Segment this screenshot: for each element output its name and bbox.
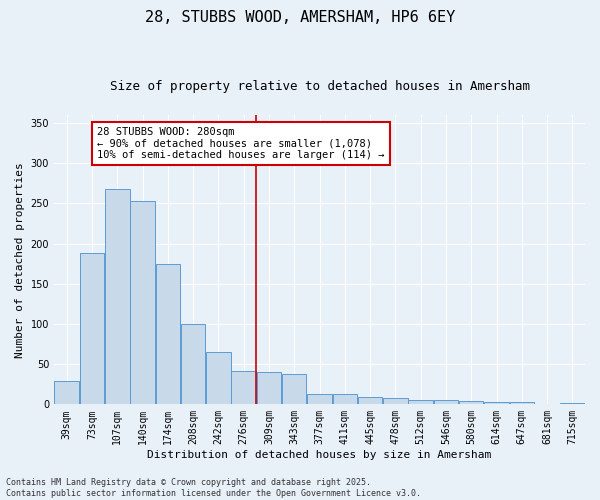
Bar	[409, 400, 433, 404]
Bar	[509, 402, 534, 404]
Bar	[206, 352, 230, 405]
Bar	[181, 324, 205, 404]
Bar	[383, 398, 407, 404]
Bar	[332, 394, 357, 404]
Bar	[459, 401, 484, 404]
Text: 28 STUBBS WOOD: 280sqm
← 90% of detached houses are smaller (1,078)
10% of semi-: 28 STUBBS WOOD: 280sqm ← 90% of detached…	[97, 127, 385, 160]
Bar	[155, 264, 180, 404]
Bar	[484, 402, 509, 404]
Bar	[105, 189, 130, 404]
Bar	[307, 394, 332, 404]
Bar	[130, 201, 155, 404]
Bar	[358, 397, 382, 404]
Bar	[282, 374, 307, 404]
Bar	[55, 381, 79, 404]
Bar	[257, 372, 281, 404]
X-axis label: Distribution of detached houses by size in Amersham: Distribution of detached houses by size …	[148, 450, 491, 460]
Text: Contains HM Land Registry data © Crown copyright and database right 2025.
Contai: Contains HM Land Registry data © Crown c…	[6, 478, 421, 498]
Bar	[560, 402, 584, 404]
Bar	[232, 370, 256, 404]
Bar	[80, 253, 104, 404]
Bar	[434, 400, 458, 404]
Y-axis label: Number of detached properties: Number of detached properties	[15, 162, 25, 358]
Text: 28, STUBBS WOOD, AMERSHAM, HP6 6EY: 28, STUBBS WOOD, AMERSHAM, HP6 6EY	[145, 10, 455, 25]
Title: Size of property relative to detached houses in Amersham: Size of property relative to detached ho…	[110, 80, 530, 93]
